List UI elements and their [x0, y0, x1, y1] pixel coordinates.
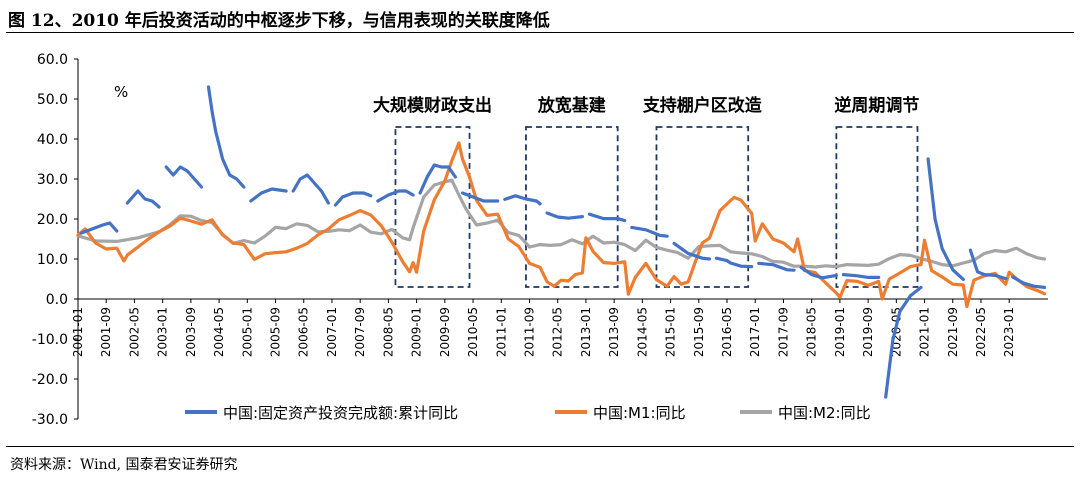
x-tick-label: 2018-05: [805, 307, 819, 357]
x-tick-label: 2005-09: [269, 307, 283, 357]
plot-area: [77, 59, 1048, 419]
line-chart: 60.0 50.0 40.0 30.0 20.0 10.0 0.0 -10.0 -20.0 -30…: [32, 52, 1048, 428]
figure-title: 图 12、2010 年后投资活动的中枢逐步下移，与信用表现的关联度降低: [8, 11, 550, 31]
x-tick-label: 2001-09: [99, 307, 113, 357]
series-line: [460, 191, 500, 203]
footer-rule: [6, 446, 1074, 447]
annotation-label: 支持棚户区改造: [643, 95, 763, 116]
x-tick-label: 2009-01: [410, 307, 424, 357]
x-tick-label: 2010-05: [466, 307, 480, 357]
series-line: [249, 187, 288, 203]
source-note: 资料来源：Wind, 国泰君安证券研究: [10, 457, 238, 473]
annotation-label: 逆周期调节: [834, 95, 919, 116]
series-line: [76, 141, 1047, 309]
y-tick-label: 30.0: [37, 172, 68, 188]
legend-label: 中国:M1:同比: [593, 404, 686, 422]
x-tick-label: 2021-01: [918, 307, 932, 357]
series-line: [714, 256, 754, 269]
series-1: [76, 141, 1047, 309]
legend-label: 中国:固定资产投资完成额:累计同比: [223, 404, 458, 422]
annotation-label: 大规模财政支出: [373, 95, 492, 116]
x-tick-label: 2016-05: [720, 307, 734, 357]
x-tick-label: 2015-09: [692, 307, 706, 357]
x-tick-label: 2001-01: [71, 307, 85, 357]
series-line: [968, 248, 1008, 281]
series-line: [76, 178, 1047, 269]
x-tick-label: 2003-01: [156, 307, 170, 357]
y-tick-label: 60.0: [37, 52, 68, 68]
x-tick-label: 2019-01: [833, 307, 847, 357]
series-line: [545, 211, 584, 220]
x-tick-label: 2019-09: [861, 307, 875, 357]
y-tick-label: -30.0: [32, 412, 68, 428]
series-line: [757, 261, 796, 272]
legend: 中国:固定资产投资完成额:累计同比 中国:M1:同比 中国:M2:同比: [185, 404, 871, 422]
x-tick-label: 2015-01: [664, 307, 678, 357]
x-tick-label: 2011-09: [522, 307, 536, 357]
series-line: [376, 189, 415, 203]
x-tick-label: 2012-05: [551, 307, 565, 357]
annotation-label: 放宽基建: [537, 95, 606, 116]
x-tick-label: 2002-05: [127, 307, 141, 357]
y-tick-label: 20.0: [37, 212, 68, 228]
series-line: [841, 273, 881, 279]
x-tick-label: 2023-01: [1002, 307, 1016, 357]
x-tick-label: 2008-05: [381, 307, 395, 357]
series-line: [291, 173, 330, 205]
x-tick-label: 2017-01: [748, 307, 762, 357]
y-axis-label: %: [114, 83, 128, 101]
x-tick-label: 2009-09: [438, 307, 452, 357]
series-line: [79, 221, 119, 235]
series-line: [926, 157, 965, 281]
y-axis: 60.0 50.0 40.0 30.0 20.0 10.0 0.0 -10.0 -20.0 -30…: [32, 52, 78, 428]
x-tick-label: 2014-05: [635, 307, 649, 357]
series-layer: [76, 85, 1047, 399]
title-rule: [6, 32, 1074, 33]
series-0: [79, 85, 1047, 399]
y-tick-label: -20.0: [32, 372, 68, 388]
x-tick-label: 2013-09: [607, 307, 621, 357]
annotation-layer: 大规模财政支出 放宽基建 支持棚户区改造 逆周期调节: [373, 95, 919, 288]
annotation-box: [394, 126, 471, 288]
series-line: [1011, 275, 1047, 289]
x-tick-label: 2011-01: [494, 307, 508, 357]
series-line: [164, 165, 204, 189]
x-tick-label: 2013-01: [579, 307, 593, 357]
y-tick-label: 50.0: [37, 92, 68, 108]
series-2: [76, 178, 1047, 269]
y-tick-label: 10.0: [37, 252, 68, 268]
series-line: [630, 225, 669, 238]
series-line: [503, 194, 542, 206]
annotation-box: [525, 126, 619, 288]
y-tick-label: 40.0: [37, 132, 68, 148]
x-tick-label: 2004-05: [212, 307, 226, 357]
y-tick-label: 0.0: [46, 292, 68, 308]
x-tick-label: 2021-09: [946, 307, 960, 357]
series-line: [587, 212, 627, 223]
series-line: [125, 189, 161, 209]
x-tick-label: 2022-05: [974, 307, 988, 357]
y-tick-label: -10.0: [32, 332, 68, 348]
series-line: [206, 85, 246, 189]
series-line: [884, 285, 923, 399]
series-line: [333, 191, 373, 207]
series-line: [799, 265, 838, 280]
x-tick-label: 2006-05: [297, 307, 311, 357]
legend-label: 中国:M2:同比: [778, 404, 871, 422]
x-tick-label: 2017-09: [776, 307, 790, 357]
annotation-box: [835, 126, 919, 288]
x-tick-label: 2005-01: [240, 307, 254, 357]
x-tick-label: 2007-09: [353, 307, 367, 357]
series-line: [672, 241, 711, 261]
x-axis: 2001-01 2001-09 2002-05 2003-01 2003-09 2004-…: [71, 299, 1016, 357]
x-tick-label: 2003-09: [184, 307, 198, 357]
x-tick-label: 2007-01: [325, 307, 339, 357]
series-line: [418, 163, 457, 195]
